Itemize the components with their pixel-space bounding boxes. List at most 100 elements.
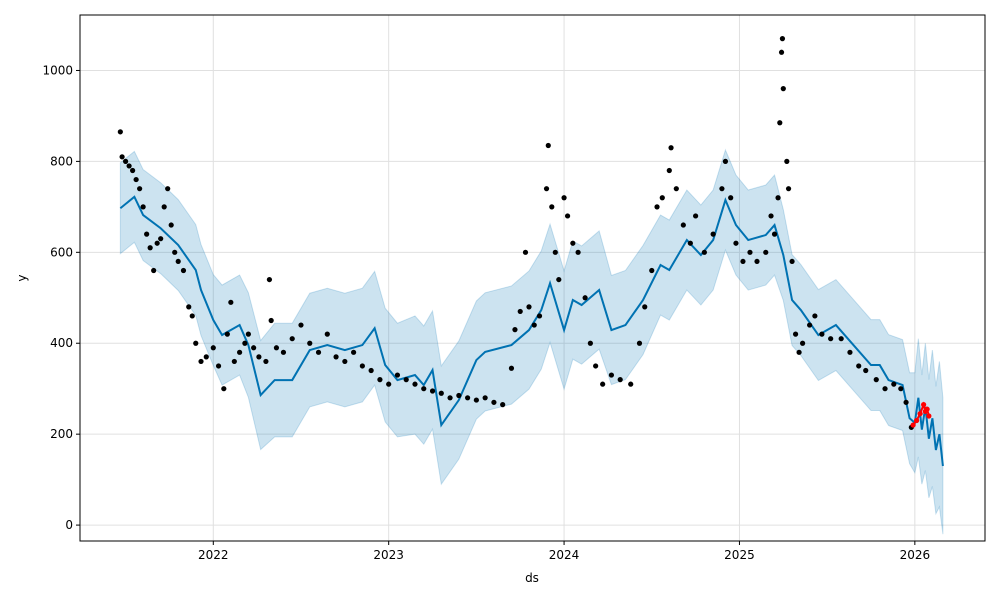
observed-point <box>377 377 383 383</box>
observed-point <box>251 345 257 351</box>
observed-point <box>733 240 739 246</box>
observed-point <box>771 231 778 237</box>
observed-point <box>898 386 904 392</box>
observed-point <box>368 367 374 374</box>
observed-point <box>768 213 774 219</box>
observed-point <box>508 365 515 371</box>
observed-point <box>799 340 806 346</box>
forecast-line-group <box>119 195 944 467</box>
observed-point <box>215 363 222 369</box>
test-point <box>921 402 927 408</box>
y-tick-label: 600 <box>50 245 73 259</box>
observed-point <box>147 245 153 251</box>
observed-point <box>673 186 679 192</box>
observed-point <box>123 158 129 164</box>
observed-point <box>333 354 339 360</box>
observed-point <box>780 86 786 92</box>
observed-point <box>710 231 716 237</box>
observed-point <box>575 249 581 255</box>
observed-point <box>447 395 453 401</box>
observed-point <box>838 336 844 342</box>
test-point <box>913 417 920 424</box>
observed-point <box>636 340 643 346</box>
observed-point <box>693 213 699 219</box>
observed-point <box>394 372 401 378</box>
observed-point <box>280 349 287 355</box>
y-tick-label: 800 <box>50 154 73 168</box>
observed-point <box>403 377 409 383</box>
observed-point <box>856 363 862 369</box>
observed-point <box>552 249 558 255</box>
observed-point <box>512 326 518 333</box>
observed-point <box>421 386 427 392</box>
observed-point <box>587 340 593 346</box>
observed-point <box>273 345 280 351</box>
observed-point <box>224 331 230 337</box>
observed-point <box>298 322 304 328</box>
observed-point <box>168 222 174 228</box>
observed-point <box>728 195 734 201</box>
observed-point <box>342 358 348 365</box>
observed-point <box>237 349 243 355</box>
observed-point <box>119 154 125 160</box>
observed-point <box>189 313 195 319</box>
observed-point <box>500 402 506 408</box>
observed-point <box>863 367 869 374</box>
uncertainty-band <box>119 148 944 535</box>
observed-point <box>543 186 550 192</box>
observed-point <box>659 195 665 201</box>
observed-point <box>747 249 753 255</box>
observed-point <box>807 322 813 328</box>
observed-point <box>549 204 555 210</box>
observed-point <box>180 267 187 274</box>
observed-point <box>473 397 479 403</box>
observed-point <box>491 399 497 405</box>
observed-point <box>668 145 674 151</box>
observed-point <box>126 163 132 169</box>
observed-point <box>130 167 136 174</box>
observed-point <box>785 186 792 192</box>
y-tick-label: 400 <box>50 336 73 350</box>
forecast-line <box>119 195 944 467</box>
observed-point <box>242 340 248 346</box>
plot-frame <box>79 14 986 542</box>
observed-point <box>556 276 562 283</box>
observed-point <box>203 354 209 360</box>
observed-point <box>186 304 192 310</box>
grid <box>80 15 985 541</box>
x-tick-label: 2023 <box>373 548 404 562</box>
observed-point <box>649 267 655 274</box>
observed-point <box>654 204 660 210</box>
test-points <box>910 401 932 428</box>
observed-point <box>564 213 571 219</box>
observed-point <box>359 363 365 369</box>
observed-point <box>819 331 825 337</box>
observed-point <box>882 386 888 392</box>
observed-point <box>628 381 634 387</box>
observed-point <box>701 249 707 255</box>
y-tick-label: 200 <box>50 427 73 441</box>
observed-point <box>245 331 251 337</box>
observed-point <box>482 395 488 401</box>
observed-point <box>847 349 853 355</box>
observed-point <box>531 322 537 328</box>
test-point <box>924 406 930 412</box>
observed-point <box>386 381 392 387</box>
observed-point <box>161 204 167 210</box>
observed-point <box>456 392 462 399</box>
observed-point <box>438 390 444 396</box>
uncertainty-interval <box>119 148 944 535</box>
observed-point <box>172 249 178 255</box>
observed-point <box>722 158 729 164</box>
observed-point <box>154 240 160 246</box>
observed-point <box>522 249 529 255</box>
observed-point <box>175 258 181 265</box>
observed-point <box>763 249 769 255</box>
observed-point <box>796 349 802 355</box>
observed-point <box>144 231 150 237</box>
observed-points <box>117 36 914 430</box>
x-axis-label: ds <box>525 571 539 585</box>
observed-point <box>903 399 909 405</box>
observed-point <box>789 258 795 265</box>
